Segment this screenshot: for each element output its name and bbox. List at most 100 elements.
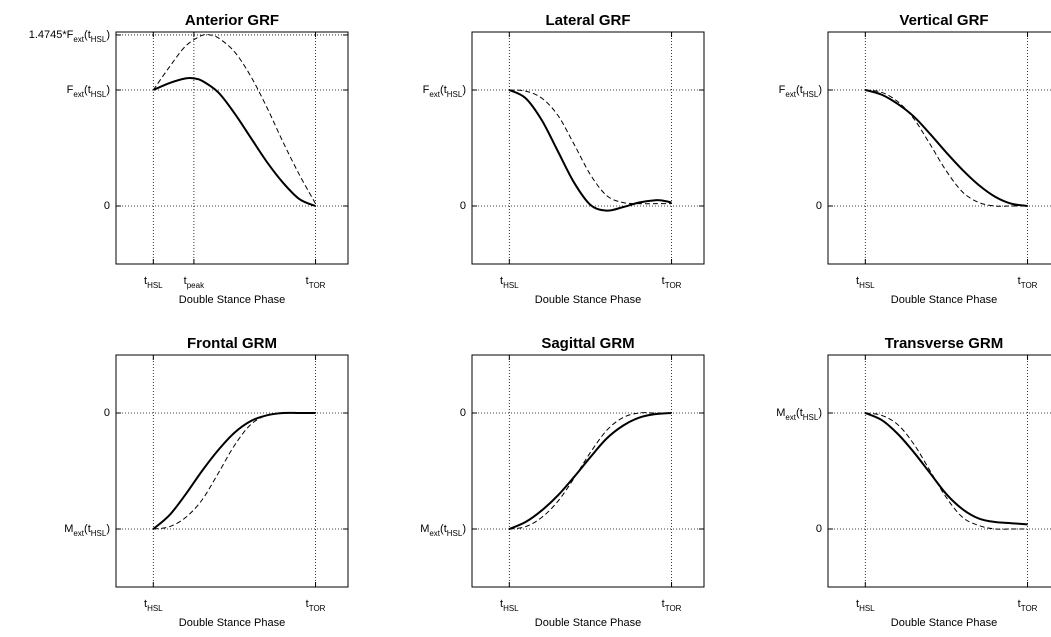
y-tick-post: (t <box>84 84 91 96</box>
x-tick-sub: HSL <box>147 281 163 290</box>
y-tick-sub: ext <box>429 529 440 538</box>
x-tick-sub: HSL <box>503 281 519 290</box>
x-axis-label: Double Stance Phase <box>535 617 641 629</box>
x-tick-main: t <box>1018 598 1021 610</box>
dashed-series-line <box>509 412 672 530</box>
x-tick-sub: HSL <box>503 604 519 613</box>
x-tick-sub: TOR <box>665 281 682 290</box>
y-tick-post: (t <box>84 29 91 41</box>
y-tick-label: 0 <box>104 200 110 212</box>
subplot-transverse-grm: Transverse GRM Double Stance Phase tHSL t… <box>776 335 1051 629</box>
subplot-frontal-grm: Frontal GRM Double Stance Phase tHSL tTOR… <box>64 335 349 629</box>
y-tick-main: 0 <box>104 407 110 419</box>
x-tick-label: tHSL <box>500 275 519 290</box>
x-tick-sub: TOR <box>1021 281 1038 290</box>
x-tick-main: t <box>500 598 503 610</box>
x-tick-label: tHSL <box>856 275 875 290</box>
y-tick-post2: ) <box>818 407 822 419</box>
y-tick-sub2: HSL <box>91 529 107 538</box>
x-tick-main: t <box>856 598 859 610</box>
x-tick-label: tHSL <box>144 598 163 613</box>
x-tick-label: tHSL <box>500 598 519 613</box>
solid-series-line <box>864 412 1028 526</box>
x-axis-label: Double Stance Phase <box>535 294 641 306</box>
x-tick-main: t <box>144 275 147 287</box>
dashed-series-line <box>153 412 316 530</box>
y-tick-label: 0 <box>104 407 110 419</box>
x-tick-main: t <box>144 598 147 610</box>
x-tick-sub: peak <box>187 281 205 290</box>
y-tick-main: 0 <box>816 523 822 535</box>
axes-frame <box>471 31 705 265</box>
subplot-vertical-grf: Vertical GRF Double Stance Phase tHSL tTO… <box>779 12 1051 306</box>
x-tick-main: t <box>662 275 665 287</box>
dashed-series-line <box>509 89 672 205</box>
y-tick-sub: ext <box>73 529 84 538</box>
series-group <box>865 89 1028 207</box>
x-tick-sub: HSL <box>147 604 163 613</box>
y-tick-main: 1.4745*F <box>29 29 74 41</box>
y-tick-main: 0 <box>460 200 466 212</box>
y-tick-post2: ) <box>462 523 466 535</box>
x-tick-sub: HSL <box>859 604 875 613</box>
y-tick-post2: ) <box>106 84 110 96</box>
y-tick-label: Mext(tHSL) <box>64 523 110 538</box>
x-tick-sub: HSL <box>859 281 875 290</box>
y-tick-post2: ) <box>462 84 466 96</box>
x-tick-label: tTOR <box>1018 275 1038 290</box>
axes-frame <box>471 354 705 588</box>
subplot-lateral-grf: Lateral GRF Double Stance Phase tHSL tTOR… <box>423 12 705 306</box>
x-tick-label: tTOR <box>662 598 682 613</box>
y-tick-label: Fext(tHSL) <box>779 84 822 99</box>
series-group <box>508 89 672 212</box>
y-tick-post2: ) <box>106 523 110 535</box>
chart-title: Sagittal GRM <box>541 335 634 352</box>
series-group <box>864 412 1028 530</box>
y-tick-label: Mext(tHSL) <box>420 523 466 538</box>
y-tick-label: 0 <box>816 200 822 212</box>
x-tick-main: t <box>500 275 503 287</box>
y-tick-post2: ) <box>106 29 110 41</box>
y-tick-sub2: HSL <box>91 35 107 44</box>
axes-frame <box>115 31 349 265</box>
dashed-series-line <box>865 89 1028 207</box>
y-tick-sub: ext <box>429 90 440 99</box>
chart-title: Lateral GRF <box>545 12 630 29</box>
y-tick-label: 0 <box>460 407 466 419</box>
dashed-series-line <box>865 412 1028 530</box>
y-tick-label: 1.4745*Fext(tHSL) <box>29 29 110 44</box>
y-tick-main: 0 <box>460 407 466 419</box>
y-tick-post: (t <box>440 84 447 96</box>
subplot-sagittal-grm: Sagittal GRM Double Stance Phase tHSL tTO… <box>420 335 705 629</box>
y-tick-main: F <box>779 84 786 96</box>
x-tick-label: tTOR <box>1018 598 1038 613</box>
y-tick-post: (t <box>440 523 447 535</box>
chart-title: Frontal GRM <box>187 335 277 352</box>
y-tick-main: 0 <box>104 200 110 212</box>
axes-frame <box>827 354 1051 588</box>
series-group <box>152 411 316 530</box>
y-tick-main: F <box>67 84 74 96</box>
dashed-series-line <box>152 33 316 204</box>
y-tick-main: M <box>420 523 429 535</box>
x-tick-main: t <box>306 275 309 287</box>
y-tick-post: (t <box>84 523 91 535</box>
x-axis-label: Double Stance Phase <box>891 617 997 629</box>
axes-frame <box>115 354 349 588</box>
y-tick-main: F <box>423 84 430 96</box>
x-tick-sub: TOR <box>309 281 326 290</box>
y-tick-main: M <box>64 523 73 535</box>
x-axis-label: Double Stance Phase <box>179 294 285 306</box>
y-tick-label: 0 <box>816 523 822 535</box>
solid-series-line <box>508 412 672 530</box>
y-tick-main: M <box>776 407 785 419</box>
x-tick-sub: TOR <box>309 604 326 613</box>
y-tick-post: (t <box>796 84 803 96</box>
y-tick-post: (t <box>796 407 803 419</box>
x-tick-label: tHSL <box>856 598 875 613</box>
y-tick-sub2: HSL <box>803 413 819 422</box>
y-tick-main: 0 <box>816 200 822 212</box>
axes-frame <box>827 31 1051 265</box>
x-tick-label: tTOR <box>306 598 326 613</box>
